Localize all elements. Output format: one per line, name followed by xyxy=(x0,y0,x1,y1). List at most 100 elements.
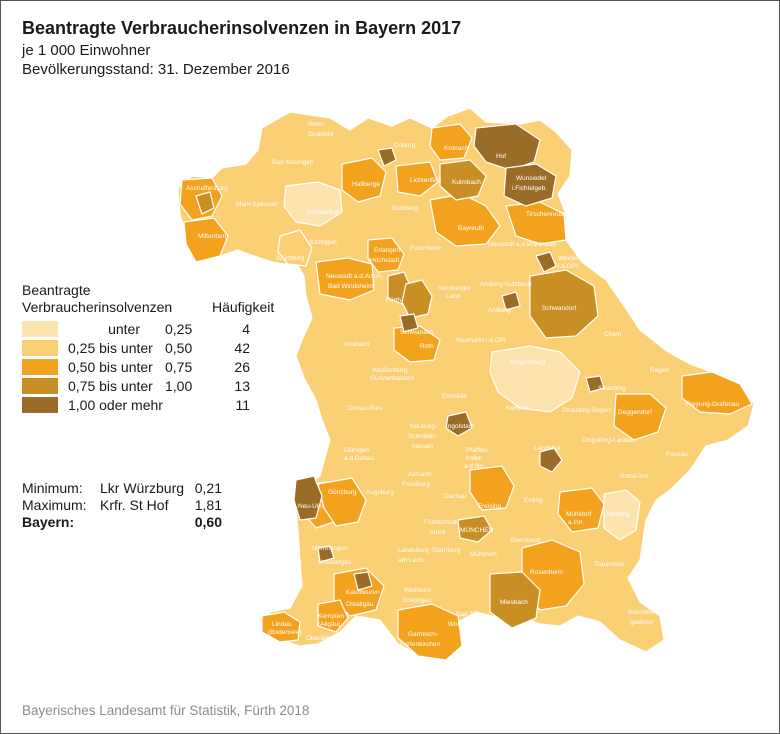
map-label: am Lech xyxy=(398,557,423,564)
legend-swatch xyxy=(22,359,58,375)
map-label: a.d.Ilm xyxy=(464,463,484,470)
map-label: Altötting xyxy=(606,511,630,518)
legend-row: 1,00 oder mehr 11 xyxy=(22,397,250,415)
region-schwandorf xyxy=(529,269,599,339)
map-label: Miltenberg xyxy=(198,233,229,240)
map-label: Bad Kissingen xyxy=(272,159,314,166)
stat-maximum: Maximum: Krfr. St Hof 1,81 xyxy=(22,497,222,515)
legend-count: 42 xyxy=(234,340,250,356)
legend-title-line2: Verbraucherinsolvenzen xyxy=(22,299,173,315)
region-weiden xyxy=(535,251,557,273)
map-label: Lichtenfels xyxy=(410,177,442,184)
map-label: Kulmbach xyxy=(452,179,481,186)
stat-bavaria-total: Bayern: 0,60 xyxy=(22,514,222,532)
map-label: Erlangen- xyxy=(374,247,402,254)
legend-frequency-header: Häufigkeit xyxy=(212,299,275,315)
map-label: Bayreuth xyxy=(458,225,484,232)
region-neu-ulm-west xyxy=(293,475,323,521)
map-label: Partenkirchen xyxy=(400,641,440,648)
region-lichtenfels xyxy=(395,161,439,197)
region-aschaffenburg-city xyxy=(195,191,215,215)
stat-maximum-label: Maximum: xyxy=(22,497,87,513)
map-label: (Allgäu) xyxy=(318,621,340,628)
map-label: Neumarkt i.d.OPf. xyxy=(456,337,508,344)
legend-row: unter 0,25 4 xyxy=(22,321,250,339)
region-kronach xyxy=(429,123,473,161)
map-label: Hallberge xyxy=(352,181,380,188)
map-label: gadener xyxy=(630,619,655,626)
legend-class-bound: 1,00 xyxy=(165,378,193,394)
legend-class-bound: 0,25 xyxy=(165,321,193,337)
map-label: München xyxy=(470,551,497,558)
region-altoetting xyxy=(603,489,641,541)
map-label: Cham xyxy=(604,331,621,338)
map-label: Amberg-Sulzbach xyxy=(480,281,532,288)
map-label: Oberallgäu xyxy=(306,635,338,642)
map-label: Aschaffenburg xyxy=(186,185,228,192)
map-label: Landshut xyxy=(534,445,561,452)
legend-class-label: 1,00 oder mehr xyxy=(68,397,163,413)
map-label: Traunstein xyxy=(594,561,625,568)
legend-count: 4 xyxy=(242,321,250,337)
map-label: MÜNCHEN xyxy=(460,526,494,534)
map-label: Forchheim xyxy=(410,245,441,252)
region-memmingen xyxy=(317,545,335,563)
map-label: hofen xyxy=(466,455,483,462)
stat-total-label: Bayern: xyxy=(22,514,75,530)
legend-class-label: 0,75 bis unter xyxy=(68,378,153,394)
map-label: Lindau xyxy=(272,621,292,628)
stat-minimum: Minimum: Lkr Würzburg 0,21 xyxy=(22,480,222,498)
map-label: Augsburg xyxy=(366,489,394,496)
region-roth xyxy=(393,325,441,363)
map-label: Neustadt a.d.Waldnaab xyxy=(488,241,556,248)
legend-count: 26 xyxy=(234,359,250,375)
map-label: hausen xyxy=(412,443,434,450)
map-label: Schroben- xyxy=(408,433,438,440)
map-label: Bamberg xyxy=(392,205,419,212)
map-label: Kelheim xyxy=(506,405,529,412)
map-label: Weilheim- xyxy=(404,587,433,594)
map-region-labels: Rhön- Grabfeld Coburg Kronach Hof Bad Ki… xyxy=(186,121,739,648)
map-label: Rosenheim xyxy=(530,569,563,576)
map-label: i.Fichtelgeb. xyxy=(512,185,547,192)
region-muehldorf xyxy=(557,487,605,533)
stat-minimum-value: 0,21 xyxy=(194,480,222,496)
map-label: Freyung-Grafenau xyxy=(686,401,739,408)
legend-class-bound: 0,50 xyxy=(165,340,193,356)
map-label: Bad Tölz- xyxy=(456,611,484,618)
map-label: Mühldorf xyxy=(566,511,591,518)
region-regensburg xyxy=(489,345,581,413)
map-label: i.d.OPf. xyxy=(558,263,580,270)
region-schwabach xyxy=(399,313,419,333)
map-label: Dingolfing-Landau xyxy=(582,437,635,444)
map-label: Schweinfurt xyxy=(306,209,340,216)
legend-class-label: 0,25 bis unter xyxy=(68,340,153,356)
map-label: Neustadt a.d.Aisch- xyxy=(326,273,383,280)
source-note: Bayerisches Landesamt für Statistik, Für… xyxy=(22,703,310,718)
legend-row: 0,25 bis unter 0,50 42 xyxy=(22,340,250,358)
map-label: Eichstätt xyxy=(442,393,467,400)
map-label: Donau-Ries xyxy=(348,405,383,412)
map-label: Günzburg xyxy=(328,489,357,496)
map-label: Bad Windsheim xyxy=(328,283,374,290)
stat-total-value: 0,60 xyxy=(194,514,222,530)
map-label: Höchstadt xyxy=(370,257,399,264)
map-label: Kitzingen xyxy=(310,239,337,246)
map-label: a.Inn xyxy=(568,519,583,526)
map-label: Ingolstadt xyxy=(446,423,474,430)
legend-class-label: unter xyxy=(108,321,140,337)
map-label: Dachau xyxy=(444,493,467,500)
stat-maximum-name: Krfr. St Hof xyxy=(100,497,169,513)
map-label: Gunzenhausen xyxy=(370,375,414,382)
map-label: Miesbach xyxy=(500,599,528,606)
map-label: Amberg xyxy=(488,307,511,314)
map-label: (Bodensee) xyxy=(268,629,302,636)
region-ingolstadt xyxy=(445,411,473,437)
legend-swatch xyxy=(22,340,58,356)
map-label: Landsberg xyxy=(398,547,429,554)
map-label: Kronach xyxy=(444,145,469,152)
map-label: Straubing xyxy=(598,385,626,392)
map-label: Friedberg xyxy=(402,481,430,488)
map-label: Dillingen xyxy=(344,447,369,454)
